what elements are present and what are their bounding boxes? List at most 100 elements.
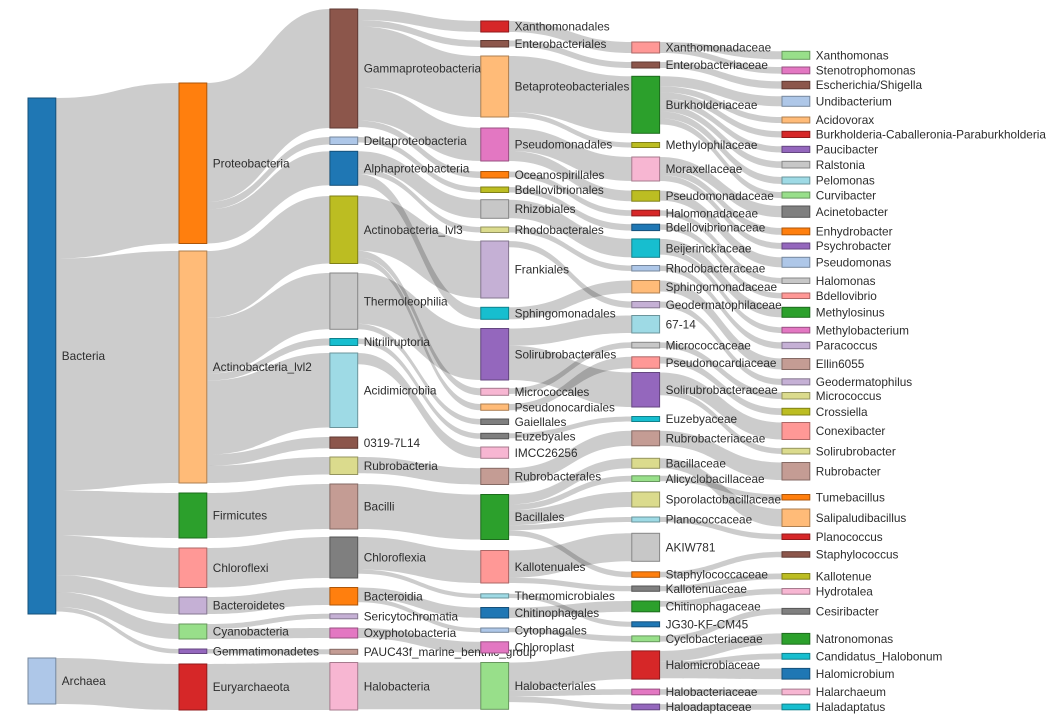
svg-text:Acinetobacter: Acinetobacter [816, 205, 888, 219]
svg-text:Halobacteriaceae: Halobacteriaceae [666, 685, 758, 699]
svg-text:Chitinophagales: Chitinophagales [515, 606, 600, 620]
svg-text:Paucibacter: Paucibacter [816, 143, 878, 157]
svg-text:67-14: 67-14 [666, 317, 697, 331]
svg-text:Natronomonas: Natronomonas [816, 632, 893, 646]
svg-text:Chloroflexi: Chloroflexi [213, 561, 269, 575]
svg-text:Gemmatimonadetes: Gemmatimonadetes [213, 644, 319, 658]
svg-text:Crossiella: Crossiella [816, 405, 868, 419]
svg-text:Rhodobacteraceae: Rhodobacteraceae [666, 261, 766, 275]
svg-text:Cesiribacter: Cesiribacter [816, 605, 879, 619]
svg-text:Halomicrobiaceae: Halomicrobiaceae [666, 658, 761, 672]
svg-text:Psychrobacter: Psychrobacter [816, 239, 891, 253]
svg-text:Cytophagales: Cytophagales [515, 623, 587, 637]
svg-text:Thermomicrobiales: Thermomicrobiales [515, 589, 615, 603]
svg-text:Rubrobacterales: Rubrobacterales [515, 470, 602, 484]
svg-text:Kallotenuaceae: Kallotenuaceae [666, 582, 748, 596]
svg-text:Sericytochromatia: Sericytochromatia [364, 610, 459, 624]
svg-text:Halobacteriales: Halobacteriales [515, 679, 596, 693]
svg-text:Undibacterium: Undibacterium [816, 95, 892, 109]
svg-text:Methylosinus: Methylosinus [816, 306, 885, 320]
svg-text:Bacteroidetes: Bacteroidetes [213, 599, 285, 613]
svg-text:Sphingomonadaceae: Sphingomonadaceae [666, 280, 778, 294]
svg-text:AKIW781: AKIW781 [666, 541, 716, 555]
svg-text:Enterobacteriaceae: Enterobacteriaceae [666, 58, 769, 72]
svg-text:Deltaproteobacteria: Deltaproteobacteria [364, 134, 467, 148]
svg-text:Pseudomonas: Pseudomonas [816, 256, 892, 270]
svg-text:Cyclobacteriaceae: Cyclobacteriaceae [666, 632, 763, 646]
svg-text:Sphingomonadales: Sphingomonadales [515, 307, 616, 321]
svg-text:Bacteroidia: Bacteroidia [364, 589, 423, 603]
svg-text:Firmicutes: Firmicutes [213, 509, 268, 523]
svg-text:Pseudomonadales: Pseudomonadales [515, 138, 613, 152]
svg-text:Ralstonia: Ralstonia [816, 158, 866, 172]
svg-text:Chloroplast: Chloroplast [515, 641, 575, 655]
svg-text:Rhizobiales: Rhizobiales [515, 202, 576, 216]
svg-text:Xanthomonadaceae: Xanthomonadaceae [666, 41, 772, 55]
svg-text:Curvibacter: Curvibacter [816, 188, 876, 202]
svg-text:Moraxellaceae: Moraxellaceae [666, 162, 743, 176]
svg-text:Hydrotalea: Hydrotalea [816, 585, 873, 599]
svg-text:Rubrobacteriaceae: Rubrobacteriaceae [666, 432, 766, 446]
svg-text:Bdellovibrio: Bdellovibrio [816, 289, 877, 303]
svg-text:Alphaproteobacteria: Alphaproteobacteria [364, 162, 470, 176]
svg-text:Euryarchaeota: Euryarchaeota [213, 680, 290, 694]
svg-text:Pseudonocardiaceae: Pseudonocardiaceae [666, 356, 777, 370]
svg-text:Enterobacteriales: Enterobacteriales [515, 37, 607, 51]
svg-text:Proteobacteria: Proteobacteria [213, 156, 290, 170]
svg-text:Pseudonocardiales: Pseudonocardiales [515, 400, 615, 414]
svg-text:Actinobacteria_lvl3: Actinobacteria_lvl3 [364, 223, 463, 237]
svg-text:Xanthomonas: Xanthomonas [816, 49, 889, 63]
svg-text:Chloroflexia: Chloroflexia [364, 551, 427, 565]
svg-text:Bacillaceae: Bacillaceae [666, 457, 727, 471]
svg-text:Gammaproteobacteria: Gammaproteobacteria [364, 62, 482, 76]
svg-text:Geodermatophilaceae: Geodermatophilaceae [666, 298, 783, 312]
svg-text:Pelomonas: Pelomonas [816, 174, 875, 188]
svg-text:Thermoleophilia: Thermoleophilia [364, 294, 448, 308]
svg-text:Haloadaptaceae: Haloadaptaceae [666, 700, 752, 714]
svg-text:Sporolactobacillaceae: Sporolactobacillaceae [666, 493, 782, 507]
svg-text:Rubrobacter: Rubrobacter [816, 464, 881, 478]
svg-text:Chitinophagaceae: Chitinophagaceae [666, 600, 762, 614]
svg-text:Archaea: Archaea [62, 674, 106, 688]
svg-text:Escherichia/Shigella: Escherichia/Shigella [816, 78, 923, 92]
svg-text:Euzebyales: Euzebyales [515, 429, 576, 443]
svg-text:Alicyclobacillaceae: Alicyclobacillaceae [666, 472, 765, 486]
svg-text:Xanthomonadales: Xanthomonadales [515, 20, 610, 34]
svg-text:Kallotenue: Kallotenue [816, 570, 872, 584]
svg-text:Micrococcales: Micrococcales [515, 385, 590, 399]
svg-text:Kallotenuales: Kallotenuales [515, 560, 586, 574]
svg-text:Haladaptatus: Haladaptatus [816, 700, 886, 714]
svg-text:Nitriliruptoria: Nitriliruptoria [364, 335, 431, 349]
svg-text:Methylophilaceae: Methylophilaceae [666, 138, 758, 152]
svg-text:Burkholderiaceae: Burkholderiaceae [666, 98, 758, 112]
svg-text:0319-7L14: 0319-7L14 [364, 436, 421, 450]
svg-text:PAUC43f_marine_benthic_group: PAUC43f_marine_benthic_group [364, 645, 537, 659]
svg-text:Burkholderia-Caballeronia-Para: Burkholderia-Caballeronia-Paraburkholder… [816, 128, 1047, 142]
svg-text:Stenotrophomonas: Stenotrophomonas [816, 64, 916, 78]
svg-text:Betaproteobacteriales: Betaproteobacteriales [515, 80, 630, 94]
svg-text:Oceanospirillales: Oceanospirillales [515, 168, 605, 182]
svg-text:Enhydrobacter: Enhydrobacter [816, 225, 893, 239]
svg-text:Oxyphotobacteria: Oxyphotobacteria [364, 626, 457, 640]
svg-text:Gaiellales: Gaiellales [515, 415, 567, 429]
svg-text:Halarchaeum: Halarchaeum [816, 685, 886, 699]
svg-text:Acidovorax: Acidovorax [816, 113, 874, 127]
svg-text:IMCC26256: IMCC26256 [515, 446, 578, 460]
svg-text:Planococcaceae: Planococcaceae [666, 513, 753, 527]
svg-text:JG30-KF-CM45: JG30-KF-CM45 [666, 618, 749, 632]
svg-text:Cyanobacteria: Cyanobacteria [213, 625, 290, 639]
svg-text:Pseudomonadaceae: Pseudomonadaceae [666, 189, 775, 203]
svg-text:Staphylococcus: Staphylococcus [816, 548, 899, 562]
svg-text:Solirubrobacterales: Solirubrobacterales [515, 347, 617, 361]
svg-text:Beijerinckiaceae: Beijerinckiaceae [666, 241, 752, 255]
svg-text:Bacilli: Bacilli [364, 500, 395, 514]
svg-text:Bacteria: Bacteria [62, 349, 106, 363]
svg-text:Halomonadaceae: Halomonadaceae [666, 206, 759, 220]
svg-text:Candidatus_Halobonum: Candidatus_Halobonum [816, 650, 943, 664]
svg-text:Salipaludibacillus: Salipaludibacillus [816, 511, 907, 525]
svg-text:Micrococcus: Micrococcus [816, 389, 882, 403]
svg-text:Rubrobacteria: Rubrobacteria [364, 459, 439, 473]
svg-text:Conexibacter: Conexibacter [816, 424, 886, 438]
svg-text:Ellin6055: Ellin6055 [816, 357, 865, 371]
svg-text:Solirubrobacteraceae: Solirubrobacteraceae [666, 383, 779, 397]
